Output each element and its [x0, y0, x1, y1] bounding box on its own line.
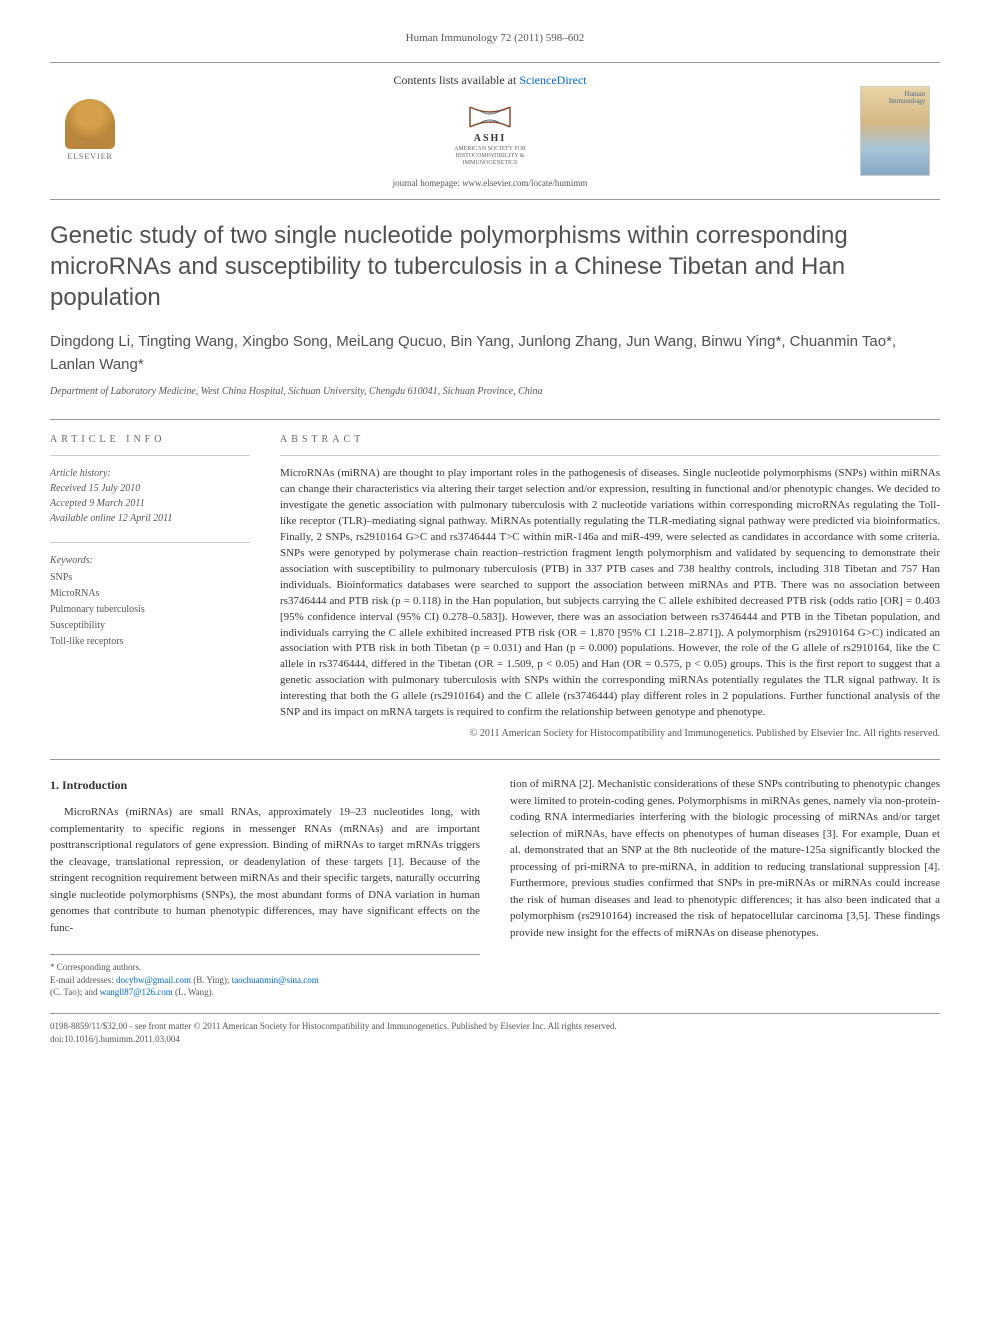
elsevier-logo: ELSEVIER: [60, 96, 120, 166]
keyword: MicroRNAs: [50, 586, 250, 602]
abstract-label: ABSTRACT: [280, 432, 940, 456]
history-label: Article history:: [50, 466, 250, 481]
cover-line2: Immunology: [889, 97, 925, 105]
ashi-helix-icon: [460, 103, 520, 131]
ashi-logo: ASHI AMERICAN SOCIETY FOR HISTOCOMPATIBI…: [454, 103, 526, 168]
email-link[interactable]: docybw@gmail.com: [116, 975, 191, 985]
keyword: SNPs: [50, 570, 250, 586]
abstract-col: ABSTRACT MicroRNAs (miRNA) are thought t…: [280, 432, 940, 741]
keywords-block: Keywords: SNPs MicroRNAs Pulmonary tuber…: [50, 542, 250, 650]
contents-line: Contents lists available at ScienceDirec…: [120, 71, 860, 89]
footer: 0198-8859/11/$32.00 - see front matter ©…: [50, 1013, 940, 1045]
history-online: Available online 12 April 2011: [50, 511, 250, 526]
contents-prefix: Contents lists available at: [393, 73, 519, 87]
keyword: Pulmonary tuberculosis: [50, 602, 250, 618]
body-columns: 1. Introduction MicroRNAs (miRNAs) are s…: [50, 759, 940, 999]
email-who: (L. Wang).: [173, 987, 214, 997]
body-col-right: tion of miRNA [2]. Mechanistic considera…: [510, 776, 940, 999]
elsevier-tree-icon: [65, 99, 115, 149]
ashi-name: ASHI: [454, 131, 526, 146]
article-info-col: ARTICLE INFO Article history: Received 1…: [50, 432, 250, 741]
elsevier-label: ELSEVIER: [67, 151, 113, 163]
top-bar: ELSEVIER Contents lists available at Sci…: [50, 62, 940, 200]
affiliation: Department of Laboratory Medicine, West …: [50, 384, 940, 399]
email-link[interactable]: wangll87@126.com: [100, 987, 173, 997]
article-title: Genetic study of two single nucleotide p…: [50, 220, 940, 314]
intro-para-right: tion of miRNA [2]. Mechanistic considera…: [510, 776, 940, 941]
corresponding-label: * Corresponding authors.: [50, 961, 480, 974]
ashi-sub1: AMERICAN SOCIETY FOR: [454, 146, 526, 153]
journal-header: Human Immunology 72 (2011) 598–602: [50, 30, 940, 47]
footnote-block: * Corresponding authors. E-mail addresse…: [50, 954, 480, 999]
authors-list: Dingdong Li, Tingting Wang, Xingbo Song,…: [50, 331, 940, 376]
article-history: Article history: Received 15 July 2010 A…: [50, 466, 250, 526]
cover-title: Human Immunology: [889, 91, 925, 106]
emails-label: E-mail addresses:: [50, 975, 116, 985]
footer-copyright: 0198-8859/11/$32.00 - see front matter ©…: [50, 1020, 940, 1033]
email-who: (C. Tao); and: [50, 987, 100, 997]
history-received: Received 15 July 2010: [50, 481, 250, 496]
intro-heading: 1. Introduction: [50, 776, 480, 794]
article-info-label: ARTICLE INFO: [50, 432, 250, 456]
history-accepted: Accepted 9 March 2011: [50, 496, 250, 511]
abstract-text: MicroRNAs (miRNA) are thought to play im…: [280, 466, 940, 721]
email-who: (B. Ying);: [191, 975, 232, 985]
homepage-link[interactable]: journal homepage: www.elsevier.com/locat…: [120, 177, 860, 191]
info-abstract-row: ARTICLE INFO Article history: Received 1…: [50, 419, 940, 741]
keyword: Susceptibility: [50, 618, 250, 634]
header-center: Contents lists available at ScienceDirec…: [120, 71, 860, 191]
keyword: Toll-like receptors: [50, 634, 250, 650]
intro-para-left: MicroRNAs (miRNAs) are small RNAs, appro…: [50, 804, 480, 936]
ashi-sub3: IMMUNOGENETICS: [454, 160, 526, 167]
email-link[interactable]: taochuanmin@sina.com: [232, 975, 319, 985]
copyright-line: © 2011 American Society for Histocompati…: [280, 727, 940, 741]
body-col-left: 1. Introduction MicroRNAs (miRNAs) are s…: [50, 776, 480, 999]
emails-line: E-mail addresses: docybw@gmail.com (B. Y…: [50, 974, 480, 999]
journal-cover: Human Immunology: [860, 86, 930, 176]
keywords-label: Keywords:: [50, 553, 250, 568]
ashi-sub2: HISTOCOMPATIBILITY &: [454, 153, 526, 160]
sciencedirect-link[interactable]: ScienceDirect: [519, 73, 586, 87]
footer-doi: doi:10.1016/j.humimm.2011.03.004: [50, 1033, 940, 1046]
keywords-list: SNPs MicroRNAs Pulmonary tuberculosis Su…: [50, 570, 250, 650]
